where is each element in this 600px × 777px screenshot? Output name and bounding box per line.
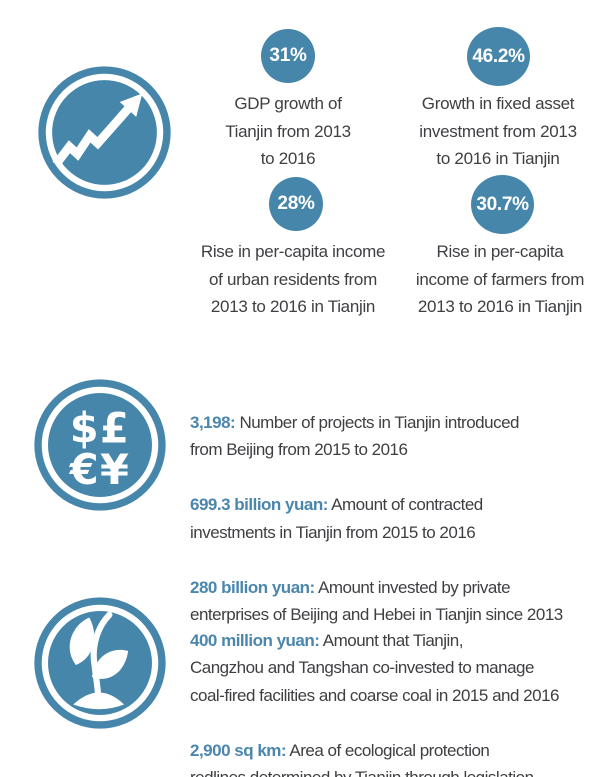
stat-desc-gdp-growth: GDP growth of Tianjin from 2013 to 2016 bbox=[225, 94, 351, 168]
stat-desc-urban-income: Rise in per-capita income of urban resid… bbox=[200, 242, 386, 316]
stat-badge-farmer-income: 30.7% bbox=[471, 175, 534, 234]
trend-up-arrow-icon bbox=[37, 65, 172, 200]
stat-desc-farmer-income: Rise in per-capita income of farmers fro… bbox=[415, 242, 585, 316]
stat-private-term: 280 billion yuan: bbox=[190, 577, 315, 597]
stat-redlines-term: 2,900 sq km: bbox=[190, 740, 287, 760]
stat-projects-desc: Number of projects in Tianjin introduced… bbox=[190, 412, 519, 460]
stat-projects-term: 3,198: bbox=[190, 412, 236, 432]
stat-redlines-desc: Area of ecological protection redlines d… bbox=[190, 740, 534, 777]
stat-coal-coinvestment: 400 million yuan: Amount that Tianjin, C… bbox=[190, 627, 600, 710]
stat-ecological-redlines: 2,900 sq km: Area of ecological protecti… bbox=[190, 737, 600, 777]
stat-badge-gdp-growth: 31% bbox=[261, 29, 315, 83]
stat-projects: 3,198: Number of projects in Tianjin int… bbox=[190, 409, 600, 464]
currency-row-2: €¥ bbox=[69, 445, 130, 494]
stat-coal-desc: Amount that Tianjin, Cangzhou and Tangsh… bbox=[190, 630, 559, 705]
stat-contracted-term: 699.3 billion yuan: bbox=[190, 495, 328, 514]
currency-row-1: $£ bbox=[70, 403, 130, 452]
stat-private-enterprises: 280 billion yuan: Amount invested by pri… bbox=[190, 574, 600, 629]
currency-symbols-icon: $£ €¥ bbox=[33, 378, 167, 512]
stat-badge-fixed-asset: 46.2% bbox=[467, 27, 530, 86]
stat-coal-term: 400 million yuan: bbox=[190, 630, 320, 650]
stat-private-desc: Amount invested by private enterprises o… bbox=[190, 577, 563, 625]
stat-badge-urban-income: 28% bbox=[269, 177, 323, 231]
plant-sprout-icon bbox=[33, 596, 167, 730]
stat-contracted-desc: Amount of contracted investments in Tian… bbox=[190, 495, 483, 542]
stat-contracted-investments: 699.3 billion yuan: Amount of contracted… bbox=[190, 491, 600, 546]
environment-stats: 400 million yuan: Amount that Tianjin, C… bbox=[190, 599, 600, 777]
stat-desc-fixed-asset: Growth in fixed asset investment from 20… bbox=[419, 94, 577, 168]
investment-stats: 3,198: Number of projects in Tianjin int… bbox=[190, 381, 600, 656]
